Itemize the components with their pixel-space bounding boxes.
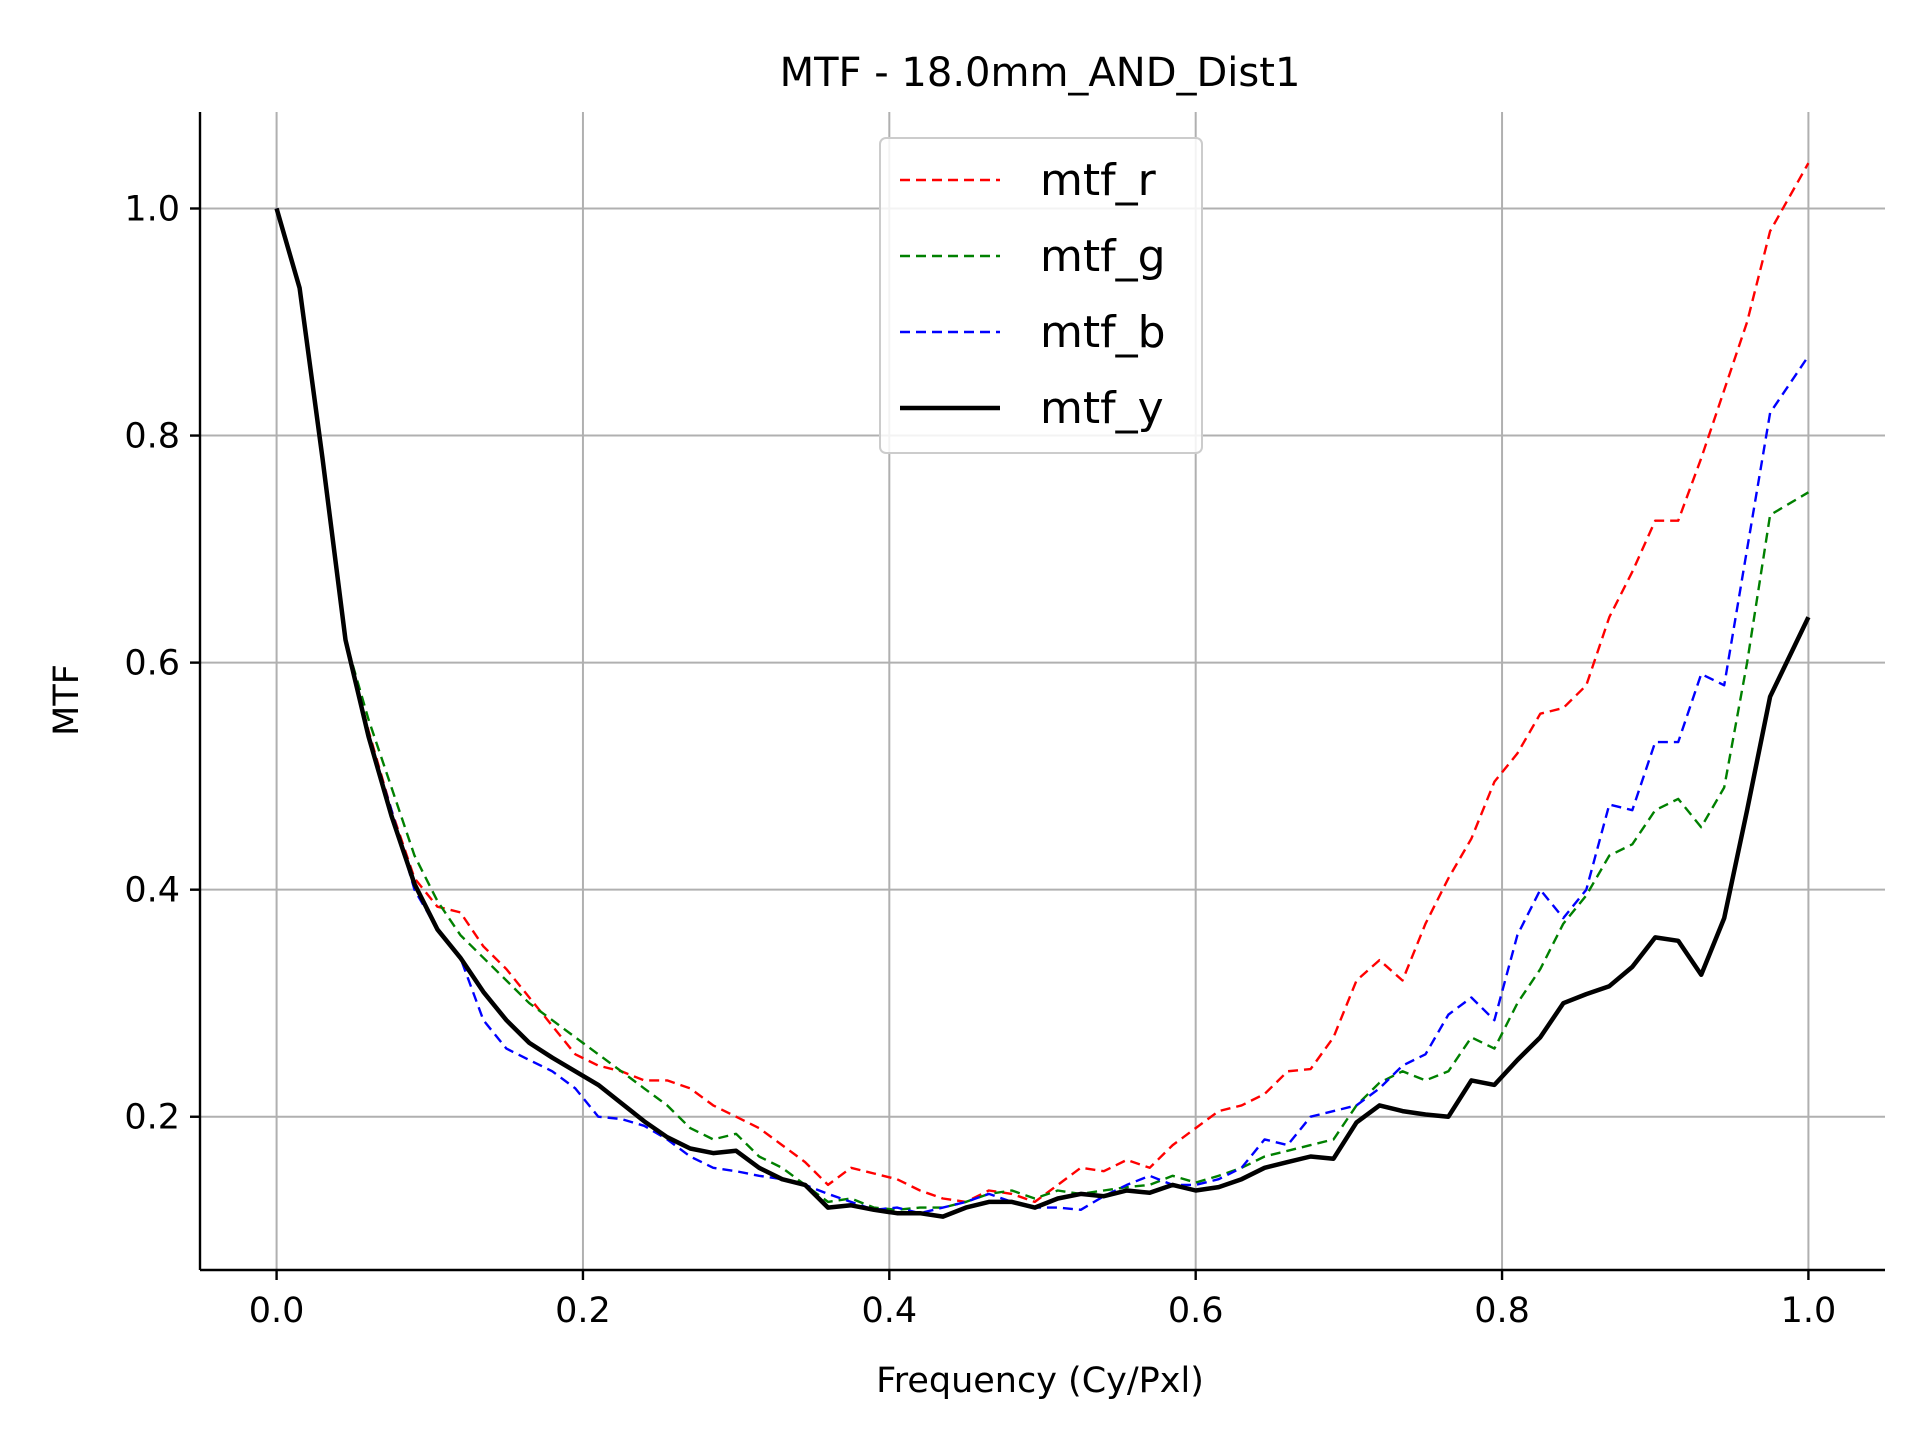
axes [198,112,1885,1272]
y-axis-label: MTF [47,664,87,736]
legend-label-mtf-b: mtf_b [1040,307,1166,358]
legend-label-mtf-r: mtf_r [1040,155,1157,206]
x-tick-label: 0.0 [249,1291,305,1331]
x-axis-label: Frequency (Cy/Pxl) [876,1361,1204,1401]
legend-box [879,137,1203,454]
series-line-mtf-g [275,208,1810,1212]
series-line-mtf-y [274,207,1811,1219]
x-tick-label: 0.6 [1168,1291,1224,1331]
x-tick-label: 1.0 [1781,1291,1837,1331]
y-tick-label: 0.2 [124,1098,180,1138]
series-layer [274,162,1811,1219]
y-tick-label: 0.4 [124,871,180,911]
y-tick-label: 0.6 [124,644,180,684]
legend: mtf_r mtf_g mtf_b mtf_y [879,137,1203,454]
ticks: 0.0 0.2 0.4 0.6 0.8 1.0 0.2 0.4 0.6 0.8 1.0 [124,190,1836,1332]
y-tick-label: 0.8 [124,417,180,457]
y-tick-label: 1.0 [124,190,180,230]
series-line-mtf-r [275,162,1810,1204]
legend-label-mtf-g: mtf_g [1040,231,1166,282]
chart-title: MTF - 18.0mm_AND_Dist1 [780,50,1301,96]
x-tick-label: 0.2 [555,1291,611,1331]
x-tick-label: 0.4 [861,1291,917,1331]
legend-label-mtf-y: mtf_y [1040,383,1164,434]
x-tick-label: 0.8 [1474,1291,1530,1331]
